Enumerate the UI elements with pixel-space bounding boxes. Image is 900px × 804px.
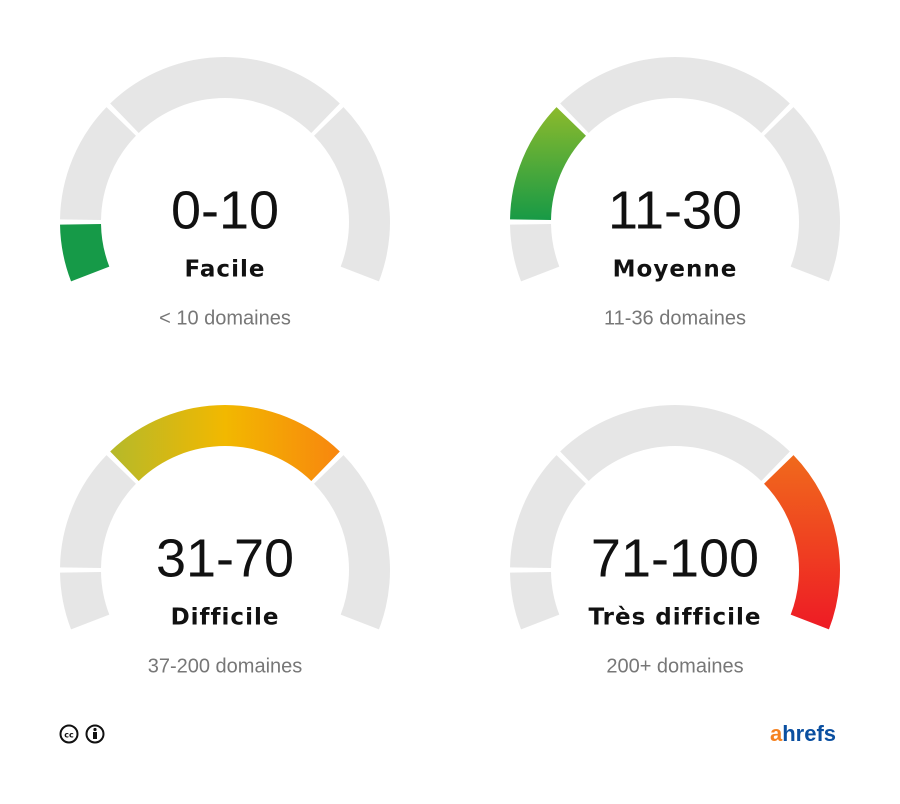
gauge-segment — [110, 56, 340, 133]
gauge-segment — [764, 107, 840, 282]
gauge-segment — [60, 455, 136, 569]
gauge-segment — [510, 223, 560, 282]
gauge-segment — [510, 455, 586, 569]
range: 11-30 — [608, 180, 742, 240]
difficulty-label: Facile — [185, 257, 266, 283]
gauge-segment — [60, 223, 110, 282]
domains: 11-36 domaines — [604, 307, 746, 329]
gauge-segment — [560, 405, 790, 481]
gauge-segment — [560, 56, 790, 133]
logo: ahrefs — [770, 721, 836, 746]
cc-icons: cc — [59, 724, 105, 744]
gauge-segment — [314, 107, 391, 282]
gauge-segment — [510, 571, 560, 630]
domains: < 10 domaines — [159, 307, 291, 329]
range: 71-100 — [591, 528, 759, 588]
difficulty-label: Très difficile — [588, 605, 761, 631]
logo-a: a — [770, 721, 783, 746]
difficulty-label: Difficile — [171, 605, 280, 631]
difficulty-label: Moyenne — [613, 257, 738, 283]
gauge-segment — [314, 455, 391, 630]
gauge-segment — [510, 107, 586, 221]
range: 31-70 — [156, 528, 294, 588]
logo-rest: hrefs — [782, 721, 836, 746]
domains: 37-200 domaines — [148, 655, 303, 677]
gauge-segment — [764, 455, 840, 630]
range: 0-10 — [171, 180, 279, 240]
gauge-segment — [60, 107, 136, 221]
domains: 200+ domaines — [606, 655, 743, 677]
gauge-segment — [110, 405, 340, 481]
gauge-segment — [60, 571, 110, 630]
svg-text:cc: cc — [64, 731, 74, 740]
